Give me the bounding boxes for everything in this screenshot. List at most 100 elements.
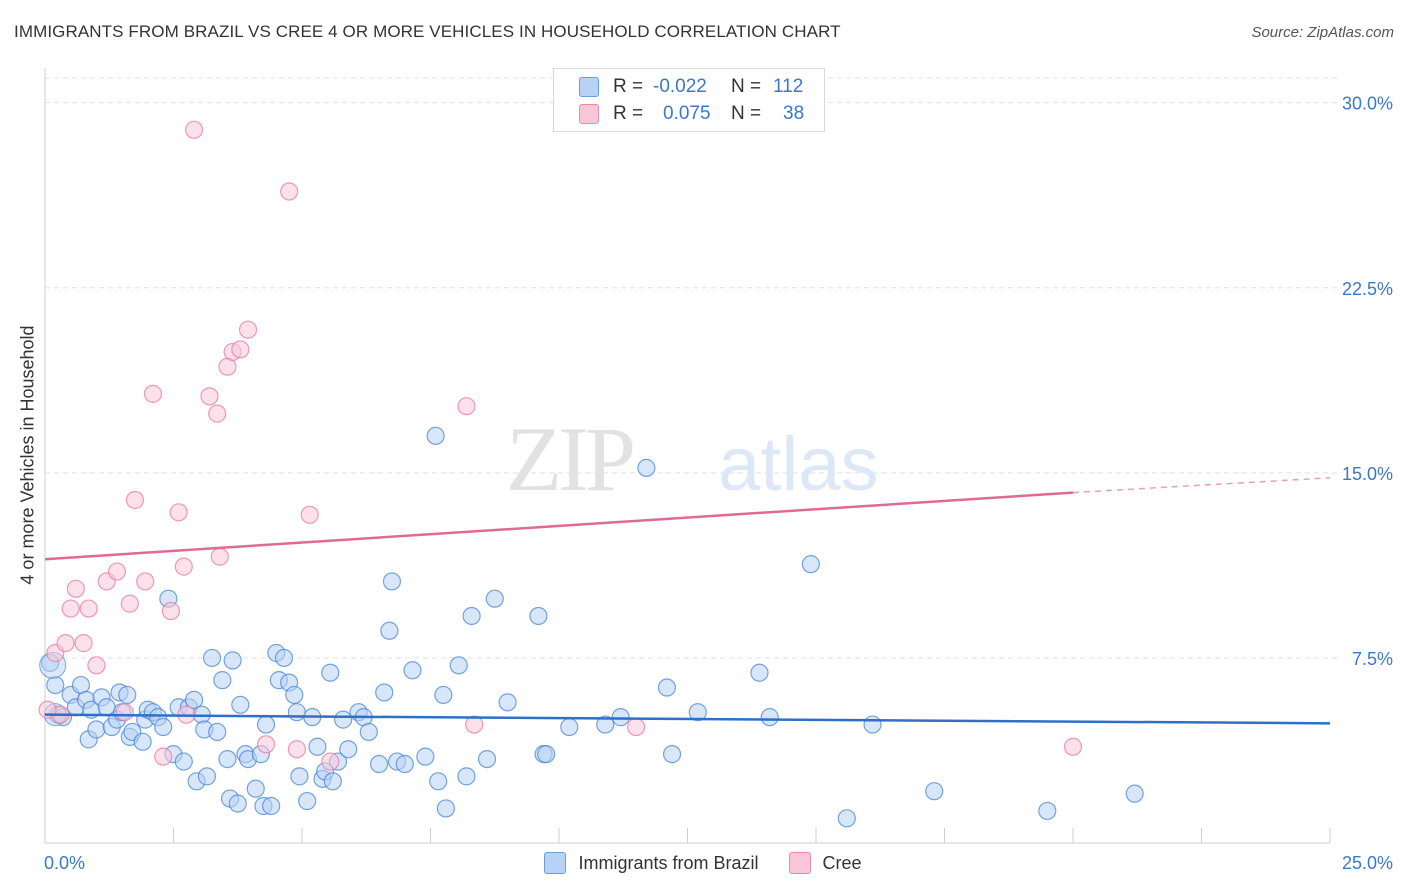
data-point: [231, 340, 250, 359]
data-point: [760, 708, 779, 727]
data-point: [202, 648, 222, 668]
data-point: [457, 767, 476, 786]
watermark-zip: ZIP: [506, 408, 633, 510]
data-point: [274, 648, 294, 668]
data-point: [498, 693, 517, 712]
data-point: [200, 387, 219, 406]
data-point: [107, 562, 127, 581]
data-point: [801, 555, 820, 574]
data-point: [184, 690, 204, 709]
data-point: [56, 634, 75, 653]
r-value: -0.022: [653, 76, 707, 97]
data-point: [321, 752, 340, 771]
data-point: [174, 557, 193, 576]
data-point: [74, 634, 93, 653]
r-label: R =: [613, 76, 644, 97]
data-point: [174, 752, 193, 771]
data-point: [323, 772, 342, 791]
stats-swatch-blue: [579, 77, 599, 97]
data-point: [246, 779, 265, 798]
data-point: [426, 426, 445, 445]
data-point: [626, 717, 646, 737]
data-point: [465, 715, 484, 734]
data-point: [231, 695, 250, 714]
y-tick-label: 7.5%: [1352, 649, 1393, 669]
series-cree: [38, 120, 1083, 771]
data-point: [87, 656, 106, 675]
y-tick-label: 15.0%: [1342, 464, 1393, 484]
data-point: [380, 621, 399, 640]
trend-line-cree: [44, 491, 1074, 561]
data-point: [477, 749, 497, 769]
data-point: [256, 715, 276, 734]
data-point: [66, 579, 85, 598]
data-point: [429, 772, 448, 791]
data-point: [184, 120, 204, 139]
trend-lines: [44, 477, 1331, 725]
data-point: [403, 661, 422, 680]
data-point: [375, 683, 394, 702]
data-point: [436, 799, 456, 818]
data-point: [359, 722, 378, 742]
data-point: [300, 505, 319, 524]
n-value: 38: [783, 103, 805, 124]
data-point: [79, 599, 98, 618]
data-point: [208, 722, 227, 742]
data-point: [416, 747, 435, 766]
data-point: [321, 663, 340, 682]
data-point: [637, 458, 656, 478]
data-point: [143, 384, 163, 403]
data-point: [290, 767, 309, 786]
trend-line-cree-extension: [1072, 477, 1331, 494]
data-point: [46, 675, 65, 695]
data-point: [596, 715, 615, 734]
data-point: [285, 685, 304, 705]
stats-swatch-pink: [579, 104, 599, 124]
data-point: [287, 740, 306, 759]
data-point: [87, 720, 106, 739]
legend-item-brazil[interactable]: Immigrants from Brazil: [544, 852, 759, 874]
data-point: [688, 703, 707, 722]
data-point: [136, 572, 155, 591]
n-label: N =: [731, 103, 762, 124]
data-point: [462, 606, 481, 626]
data-point: [197, 767, 217, 786]
data-point: [925, 782, 944, 801]
data-point: [395, 754, 414, 774]
y-tick-label: 30.0%: [1342, 94, 1393, 114]
legend: Immigrants from Brazil Cree: [0, 852, 1406, 874]
data-point: [370, 754, 389, 774]
legend-item-cree[interactable]: Cree: [788, 852, 862, 874]
data-point: [334, 710, 353, 729]
data-point: [208, 404, 227, 423]
y-tick-label: 22.5%: [1342, 279, 1393, 299]
data-point: [218, 749, 237, 769]
data-point: [382, 572, 402, 591]
data-point: [750, 663, 769, 682]
data-point: [223, 651, 242, 670]
data-point: [161, 601, 181, 621]
data-point: [115, 703, 134, 722]
data-point: [125, 490, 145, 510]
stats-box: R = -0.022 N = 112 R = 0.075 N = 38: [553, 68, 825, 132]
data-point: [434, 685, 453, 705]
data-point: [339, 740, 358, 759]
data-point: [457, 397, 476, 416]
data-point: [262, 796, 281, 816]
data-point: [449, 656, 468, 675]
data-point: [256, 735, 276, 754]
watermark: ZIP atlas: [506, 408, 879, 510]
legend-swatch-pink: [788, 852, 811, 874]
data-point: [169, 503, 188, 522]
y-axis-label: 4 or more Vehicles in Household: [17, 325, 38, 585]
data-point: [529, 606, 548, 626]
data-point: [228, 794, 247, 813]
chart-title: IMMIGRANTS FROM BRAZIL VS CREE 4 OR MORE…: [14, 22, 841, 41]
data-point: [118, 685, 137, 705]
data-point: [1063, 737, 1083, 756]
tick-labels: 7.5% 15.0% 22.5% 30.0% 0.0% 25.0%: [44, 94, 1393, 873]
gridlines: [45, 77, 1340, 659]
data-point: [210, 547, 229, 566]
data-point: [1125, 784, 1144, 803]
